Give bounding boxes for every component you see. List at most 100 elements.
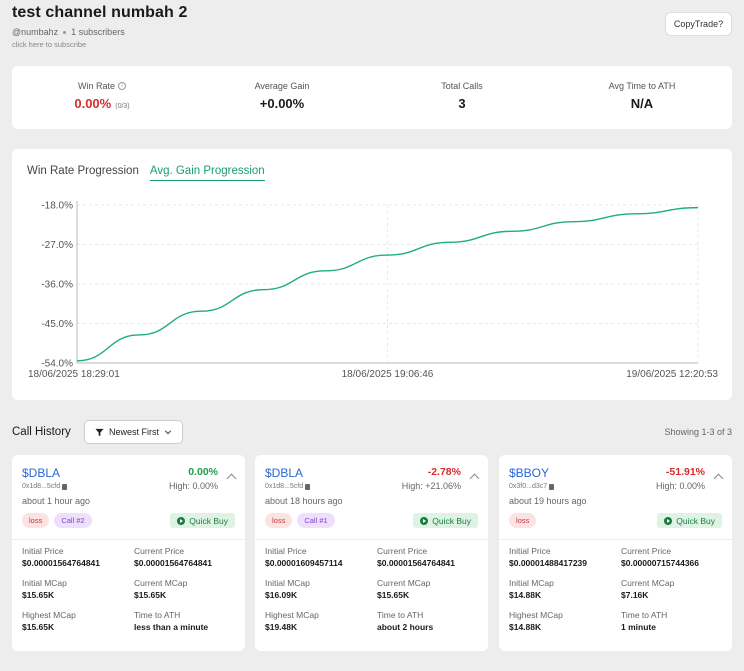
quick-buy-label: Quick Buy [432,515,471,526]
copy-icon[interactable] [62,483,68,490]
stat-total-calls: Total Calls 3 [372,66,552,129]
token-address: 0x3f0...d3c7 [509,483,548,490]
call-high: High: 0.00% [655,481,705,491]
field-label: Initial MCap [509,578,554,588]
field-value: $15.65K [134,590,167,600]
field-value: $0.00001488417239 [509,558,587,568]
field-value: about 2 hours [377,622,434,632]
call-high: High: 0.00% [168,481,218,491]
stat-label: Win Rate [77,81,115,91]
call-time-ago: about 1 hour ago [22,496,91,506]
field-label: Current MCap [134,578,188,588]
quick-buy-label: Quick Buy [189,515,228,526]
field-label: Initial MCap [265,578,310,588]
field-label: Current Price [621,546,672,556]
collapse-chevron-icon[interactable] [469,473,480,484]
stat-label: Average Gain [254,81,310,91]
y-tick-label: -18.0% [41,201,73,212]
stat-win-rate: Win Rate i 0.00% (0/3) [12,66,192,129]
field-label: Current Price [377,546,428,556]
copy-icon[interactable] [549,483,555,490]
series-line [76,206,699,362]
quick-buy-button[interactable]: Quick Buy [413,513,478,528]
field-value: 1 minute [621,622,656,632]
channel-header: test channel numbah 2 @numbahz 1 subscri… [12,4,187,49]
channel-title: test channel numbah 2 [12,4,188,21]
separator-dot-icon [63,30,67,34]
token-address: 0x1d8...5cfd [22,483,61,490]
play-icon [664,516,673,525]
collapse-chevron-icon[interactable] [226,473,237,484]
field-label: Highest MCap [22,610,76,620]
stat-label: Total Calls [441,81,483,91]
call-details: Initial Price $0.00001564764841 Current P… [22,546,237,632]
stat-label: Avg Time to ATH [608,81,676,91]
x-tick-label: 18/06/2025 18:29:01 [28,369,120,380]
token-symbol[interactable]: $BBOY [509,466,550,480]
field-label: Initial Price [22,546,64,556]
divider [499,539,732,540]
y-tick-label: -45.0% [41,319,73,330]
x-tick-label: 19/06/2025 12:20:53 [626,369,718,380]
tab-win-rate-progression[interactable]: Win Rate Progression [27,165,139,177]
tag-call-number: Call #1 [297,513,335,528]
call-time-ago: about 18 hours ago [265,496,343,506]
y-tick-label: -27.0% [41,240,73,251]
call-time-ago: about 19 hours ago [509,496,587,506]
field-label: Time to ATH [377,610,424,620]
call-details: Initial Price $0.00001609457114 Current P… [265,546,480,632]
collapse-chevron-icon[interactable] [713,473,724,484]
channel-handle: @numbahz [12,27,59,37]
field-label: Time to ATH [134,610,181,620]
token-address: 0x1d8...5cfd [265,483,304,490]
tag-call-number: Call #2 [54,513,92,528]
chart-card: -18.0% -27.0% -36.0% -45.0% -54.0% 18/06/2025… [12,149,732,400]
filter-icon [95,428,104,436]
quick-buy-label: Quick Buy [676,515,715,526]
call-history-header: Call History Newest First Showing 1-3 of… [12,420,732,444]
field-label: Initial MCap [22,578,67,588]
field-value: $0.00001609457114 [265,558,343,568]
call-card: $BBOY 0x3f0...d3c7 about 19 hours ago -5… [499,455,732,651]
field-value: $0.00001564764841 [134,558,212,568]
field-value: $19.48K [265,622,298,632]
channel-meta: @numbahz 1 subscribers [12,27,187,37]
stat-avg-time-ath: Avg Time to ATH N/A [552,66,732,129]
field-value: $15.65K [22,590,55,600]
tab-avg-gain-progression[interactable]: Avg. Gain Progression [149,165,265,181]
total-calls-value: 3 [458,96,466,111]
stats-panel: Win Rate i 0.00% (0/3) Average Gain +0.00… [12,66,732,129]
call-pct-change: 0.00% [188,466,218,478]
win-rate-value: 0.00% [74,96,112,111]
quick-buy-button[interactable]: Quick Buy [657,513,722,528]
field-value: less than a minute [134,622,209,632]
copy-icon[interactable] [305,483,311,490]
call-high: High: +21.06% [401,481,461,491]
field-label: Current MCap [377,578,431,588]
chart-tabs: Win Rate Progression Avg. Gain Progressi… [27,165,265,181]
field-label: Highest MCap [265,610,319,620]
call-history-title: Call History [12,426,71,438]
field-value: $7.16K [621,590,649,600]
tag-loss: loss [509,513,537,528]
subscribe-link[interactable]: click here to subscribe [12,40,87,49]
subscriber-count: 1 subscribers [71,27,125,37]
avg-gain-chart: -18.0%-27.0%-36.0%-45.0%-54.0%18/06/2025… [28,201,718,381]
info-icon[interactable]: i [118,82,126,90]
field-label: Time to ATH [621,610,668,620]
field-label: Current Price [134,546,185,556]
field-value: $14.88K [509,622,542,632]
copytrade-button[interactable]: CopyTrade? [665,12,732,36]
x-tick-label: 18/06/2025 19:06:46 [342,369,434,380]
field-value: $0.00001564764841 [22,558,100,568]
token-symbol[interactable]: $DBLA [265,466,304,480]
avg-time-ath-value: N/A [630,96,654,111]
sort-dropdown[interactable]: Newest First [84,420,183,444]
field-label: Current MCap [621,578,675,588]
field-value: $0.00000715744366 [621,558,699,568]
tag-loss: loss [22,513,50,528]
win-rate-ratio: (0/3) [115,103,130,110]
token-symbol[interactable]: $DBLA [22,466,61,480]
call-card: $DBLA 0x1d8...5cfd about 18 hours ago -2… [255,455,488,651]
quick-buy-button[interactable]: Quick Buy [170,513,235,528]
